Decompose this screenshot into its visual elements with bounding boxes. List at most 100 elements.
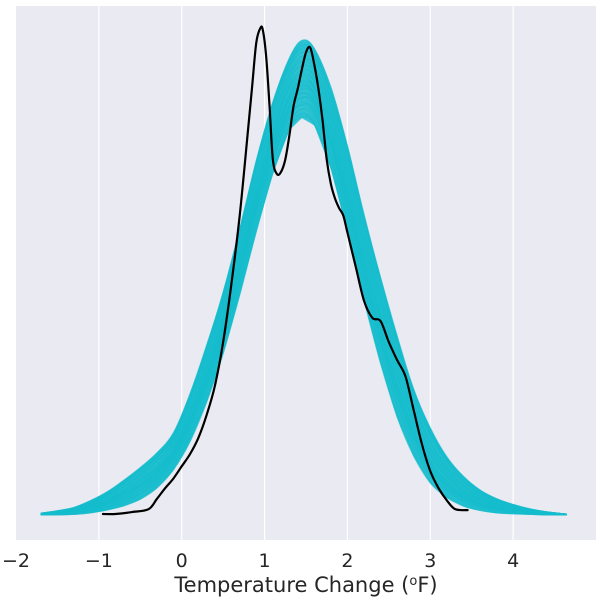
ensemble-curve	[40, 80, 568, 515]
ensemble-curve	[40, 83, 568, 515]
x-tick-label: 4	[507, 550, 519, 572]
ensemble-curve	[40, 108, 568, 516]
ensemble-curve	[40, 81, 568, 515]
ensemble-curve	[40, 49, 568, 515]
ensemble-curve	[40, 50, 568, 515]
ensemble-curve	[40, 82, 568, 515]
ensemble-curve	[40, 62, 568, 515]
ensemble-curve	[40, 83, 568, 516]
ensemble-curve	[40, 89, 568, 515]
ensemble-curve	[40, 96, 568, 516]
ensemble-curve	[40, 51, 568, 515]
ensemble-curve	[40, 50, 568, 515]
ensemble-curve	[40, 91, 568, 516]
ensemble-curve	[40, 108, 568, 516]
x-tick-label: 1	[259, 550, 271, 572]
ensemble-curve	[40, 109, 568, 516]
ensemble-curve	[40, 103, 568, 516]
ensemble-curve	[40, 85, 568, 516]
ensemble-curve	[40, 80, 568, 515]
ensemble-curve	[40, 112, 568, 516]
ensemble-curve	[40, 78, 568, 515]
ensemble-curve	[40, 78, 568, 515]
ensemble-curve	[40, 87, 568, 516]
ensemble-curve	[40, 58, 568, 515]
ensemble-curve	[40, 101, 568, 516]
ensemble-curve	[40, 54, 568, 515]
ensemble-curve	[40, 96, 568, 516]
ensemble-curve	[40, 54, 568, 515]
ensemble-curve	[40, 108, 568, 516]
ensemble-curve	[40, 89, 568, 516]
ensemble-curve	[40, 115, 568, 516]
ensemble-curve	[40, 43, 568, 515]
ensemble-curve	[40, 107, 568, 516]
ensemble-curve	[40, 80, 568, 515]
ensemble-curve	[40, 92, 568, 516]
ensemble-curve	[40, 91, 568, 516]
ensemble-curve	[40, 59, 568, 515]
ensemble-curve	[40, 106, 568, 516]
x-tick-label: 2	[341, 550, 353, 572]
ensemble-curve	[40, 73, 568, 515]
x-tick-labels: −2 −1 0 1 2 3 4	[2, 550, 519, 572]
ensemble-curve	[40, 76, 568, 515]
ensemble-curve	[40, 93, 568, 516]
ensemble-curve	[40, 92, 568, 516]
ensemble-curve	[40, 97, 568, 516]
ensemble-curve	[40, 50, 568, 515]
ensemble-curve	[40, 103, 568, 516]
x-tick-label: −2	[2, 550, 30, 572]
ensemble-curve	[40, 85, 568, 516]
ensemble-curve	[40, 116, 568, 516]
ensemble-curve	[40, 92, 568, 516]
ensemble-curve	[40, 107, 568, 516]
ensemble-curve	[40, 55, 568, 515]
ensemble-curve	[40, 92, 568, 516]
ensemble-curve	[40, 59, 568, 515]
ensemble-curve	[40, 51, 568, 515]
ensemble-curve	[40, 74, 568, 515]
ensemble-curve	[40, 95, 568, 516]
ensemble-curve	[40, 93, 568, 516]
ensemble-curve	[40, 96, 568, 516]
ensemble-curve	[40, 81, 568, 515]
grid-lines	[98, 6, 514, 540]
ensemble-curve	[40, 40, 568, 515]
ensemble-curve	[40, 110, 568, 516]
ensemble-curve	[40, 103, 568, 516]
ensemble-curve	[40, 87, 568, 516]
ensemble-curve	[40, 103, 568, 516]
ensemble-curve	[40, 85, 568, 516]
ensemble-curve	[40, 83, 568, 515]
ensemble-curve	[40, 116, 568, 516]
ensemble-curve	[40, 91, 568, 516]
ensemble-curve	[40, 61, 568, 515]
ensemble-curve	[40, 58, 568, 515]
ensemble-curve	[40, 96, 568, 516]
ensemble-curve	[40, 48, 568, 515]
ensemble-curve	[40, 84, 568, 515]
ensemble-curve	[40, 44, 568, 515]
ensemble-curve	[40, 83, 568, 515]
ensemble-curve	[40, 52, 568, 515]
x-axis-title-superscript: o	[409, 574, 417, 589]
ensemble-curve	[40, 99, 568, 516]
ensemble-curve	[40, 58, 568, 515]
ensemble-curve	[40, 55, 568, 515]
ensemble-curve	[40, 58, 568, 515]
ensemble-curve	[40, 50, 568, 515]
ensemble-curve	[40, 88, 568, 516]
ensemble-curve	[40, 59, 568, 515]
ensemble-curve	[40, 76, 568, 515]
ensemble-curve	[40, 44, 568, 515]
ensemble-curve	[40, 84, 568, 515]
ensemble-curve	[40, 43, 568, 515]
ensemble-curve	[40, 47, 568, 515]
ensemble-curve	[40, 43, 568, 515]
ensemble-curve	[40, 104, 568, 516]
ensemble-curve	[40, 39, 568, 515]
ensemble-curve	[40, 47, 568, 515]
ensemble-curve	[40, 87, 568, 516]
ensemble-curve	[40, 75, 568, 515]
